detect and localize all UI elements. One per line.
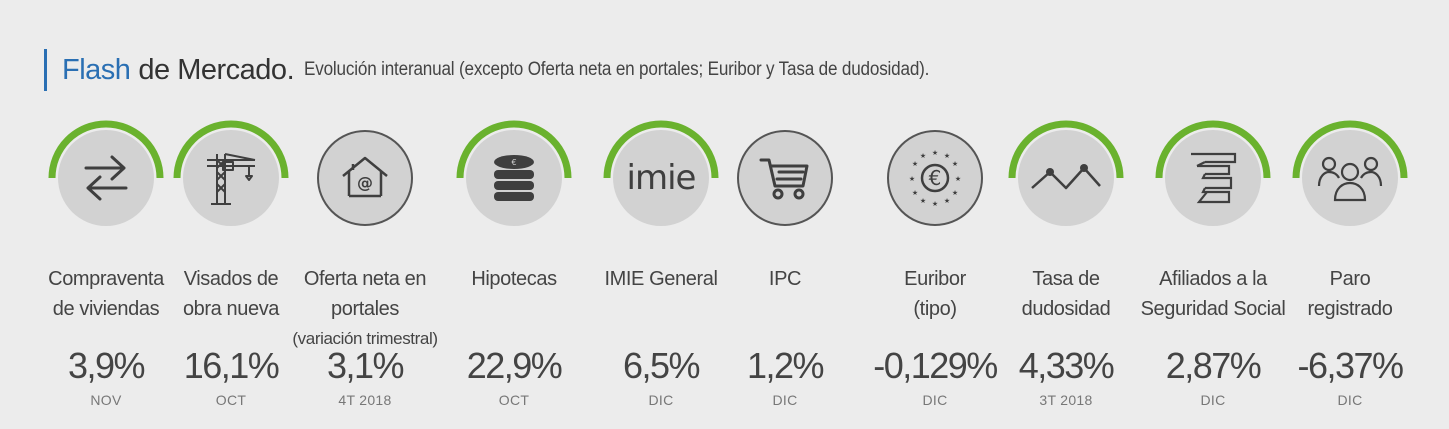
indicator-period: NOV xyxy=(90,392,122,408)
indicator-icon-wrap xyxy=(1154,118,1272,236)
shopping-cart-icon xyxy=(759,158,809,200)
indicator-label: Paro registrado xyxy=(1307,268,1393,320)
title-flash: Flash xyxy=(62,53,131,86)
indicator-ipc: IPC 1,2% DIC xyxy=(710,118,860,408)
icon-circle xyxy=(1018,130,1114,226)
indicator-paro: Paro registrado -6,37% DIC xyxy=(1275,118,1425,408)
indicator-afiliados: Afiliados a la Seguridad Social 2,87% DIC xyxy=(1138,118,1288,408)
indicator-hipotecas: € Hipotecas 22,9% OCT xyxy=(439,118,589,408)
title-mercado: de Mercado. xyxy=(138,53,295,86)
icon-circle: imie xyxy=(613,130,709,226)
indicator-period: OCT xyxy=(498,392,530,408)
svg-text:★: ★ xyxy=(920,197,926,205)
svg-text:★: ★ xyxy=(909,175,915,183)
icon-circle: € ★ ★ ★ ★ ★ ★ ★ ★ ★ ★ ★ ★ xyxy=(887,130,983,226)
page-subtitle: Evolución interanual (excepto Oferta net… xyxy=(304,59,930,80)
svg-text:★: ★ xyxy=(952,160,958,168)
indicator-period: DIC xyxy=(772,392,798,408)
icon-circle xyxy=(183,130,279,226)
indicator-label: Hipotecas xyxy=(471,268,557,290)
euro-stars-icon: € ★ ★★ ★★★ ★★★ ★★★ xyxy=(909,149,961,208)
people-group-icon xyxy=(1317,156,1383,202)
svg-text:★: ★ xyxy=(952,189,958,197)
icon-circle: € xyxy=(466,130,562,226)
indicator-label: Oferta neta en portales (variación trimes… xyxy=(292,268,438,348)
indicator-label: Visados de obra nueva xyxy=(182,268,280,320)
indicator-period: 4T 2018 xyxy=(338,392,392,408)
svg-text:★: ★ xyxy=(932,200,938,208)
indicator-period: DIC xyxy=(1200,392,1226,408)
indicator-value: 22,9% xyxy=(466,345,563,386)
indicator-icon-wrap xyxy=(726,118,844,236)
indicator-icon-wrap: @ xyxy=(306,118,424,236)
green-arc xyxy=(603,120,719,179)
green-arc xyxy=(48,120,164,179)
indicator-value: 3,9% xyxy=(67,345,146,386)
indicator-icon-wrap xyxy=(47,118,165,236)
indicator-imie-general: imie IMIE General 6,5% DIC xyxy=(586,118,736,408)
svg-text:@: @ xyxy=(357,173,373,192)
indicator-value: 3,1% xyxy=(326,345,405,386)
indicator-value: 1,2% xyxy=(746,345,825,386)
indicator-value: 4,33% xyxy=(1018,345,1115,386)
indicator-label: IMIE General xyxy=(604,268,718,290)
crane-icon xyxy=(207,153,256,205)
indicator-label: IPC xyxy=(768,268,802,290)
house-at-icon: @ xyxy=(342,156,388,198)
indicator-visados: Visados de obra nueva 16,1% OCT xyxy=(156,118,306,408)
indicator-period: DIC xyxy=(1337,392,1363,408)
indicator-value: -6,37% xyxy=(1297,345,1404,386)
indicator-tasa-dudosidad: Tasa de dudosidad 4,33% 3T 2018 xyxy=(991,118,1141,408)
social-security-icon xyxy=(1191,152,1237,204)
line-trend-icon xyxy=(1031,164,1101,190)
indicator-icon-wrap xyxy=(1007,118,1125,236)
indicator-label: Compraventa de viviendas xyxy=(48,268,164,320)
svg-text:★: ★ xyxy=(944,152,950,160)
svg-text:★: ★ xyxy=(912,160,918,168)
icon-circle: @ xyxy=(317,130,413,226)
indicator-oferta-neta: @ Oferta neta en portales (variación trim… xyxy=(290,118,440,408)
icon-circle xyxy=(58,130,154,226)
indicator-icon-wrap: imie xyxy=(602,118,720,236)
green-arc xyxy=(1292,120,1408,179)
svg-text:€: € xyxy=(511,158,516,167)
indicator-icon-wrap: € ★ ★ ★ ★ ★ ★ ★ ★ ★ ★ ★ ★ xyxy=(876,118,994,236)
green-arc xyxy=(1008,120,1124,179)
indicator-period: DIC xyxy=(648,392,674,408)
svg-text:★: ★ xyxy=(955,175,961,183)
svg-text:★: ★ xyxy=(932,149,938,157)
coin-stack-euro-icon: € xyxy=(494,155,534,201)
indicator-label: Afiliados a la Seguridad Social xyxy=(1140,268,1286,320)
indicator-period: DIC xyxy=(922,392,948,408)
indicator-value: 2,87% xyxy=(1165,345,1262,386)
indicator-icon-wrap xyxy=(1291,118,1409,236)
svg-text:★: ★ xyxy=(920,152,926,160)
indicator-value: 16,1% xyxy=(183,345,280,386)
indicator-value: -0,129% xyxy=(873,345,998,386)
indicator-period: 3T 2018 xyxy=(1039,392,1093,408)
indicator-euribor: € ★ ★ ★ ★ ★ ★ ★ ★ ★ ★ ★ ★ Euribor (tipo) -0,129% … xyxy=(860,118,1010,408)
indicator-compraventa: Compraventa de viviendas 3,9% NOV xyxy=(31,118,181,408)
indicator-label: Euribor (tipo) xyxy=(904,268,966,320)
icon-circle xyxy=(1165,130,1261,226)
exchange-arrows-icon xyxy=(84,155,128,201)
svg-text:★: ★ xyxy=(912,189,918,197)
indicator-period: OCT xyxy=(215,392,247,408)
indicator-icon-wrap: € xyxy=(455,118,573,236)
indicator-label: Tasa de dudosidad xyxy=(1021,268,1111,320)
green-arc xyxy=(173,120,289,179)
icon-circle xyxy=(1302,130,1398,226)
icon-circle xyxy=(737,130,833,226)
imie-logo: imie xyxy=(626,158,697,198)
indicator-value: 6,5% xyxy=(622,345,701,386)
indicator-icon-wrap xyxy=(172,118,290,236)
green-arc xyxy=(456,120,572,179)
svg-text:★: ★ xyxy=(944,197,950,205)
title-accent-bar xyxy=(44,49,47,91)
page-header: Flash de Mercado. Evolución interanual (… xyxy=(44,48,999,92)
green-arc xyxy=(1155,120,1271,179)
svg-text:€: € xyxy=(929,166,942,190)
